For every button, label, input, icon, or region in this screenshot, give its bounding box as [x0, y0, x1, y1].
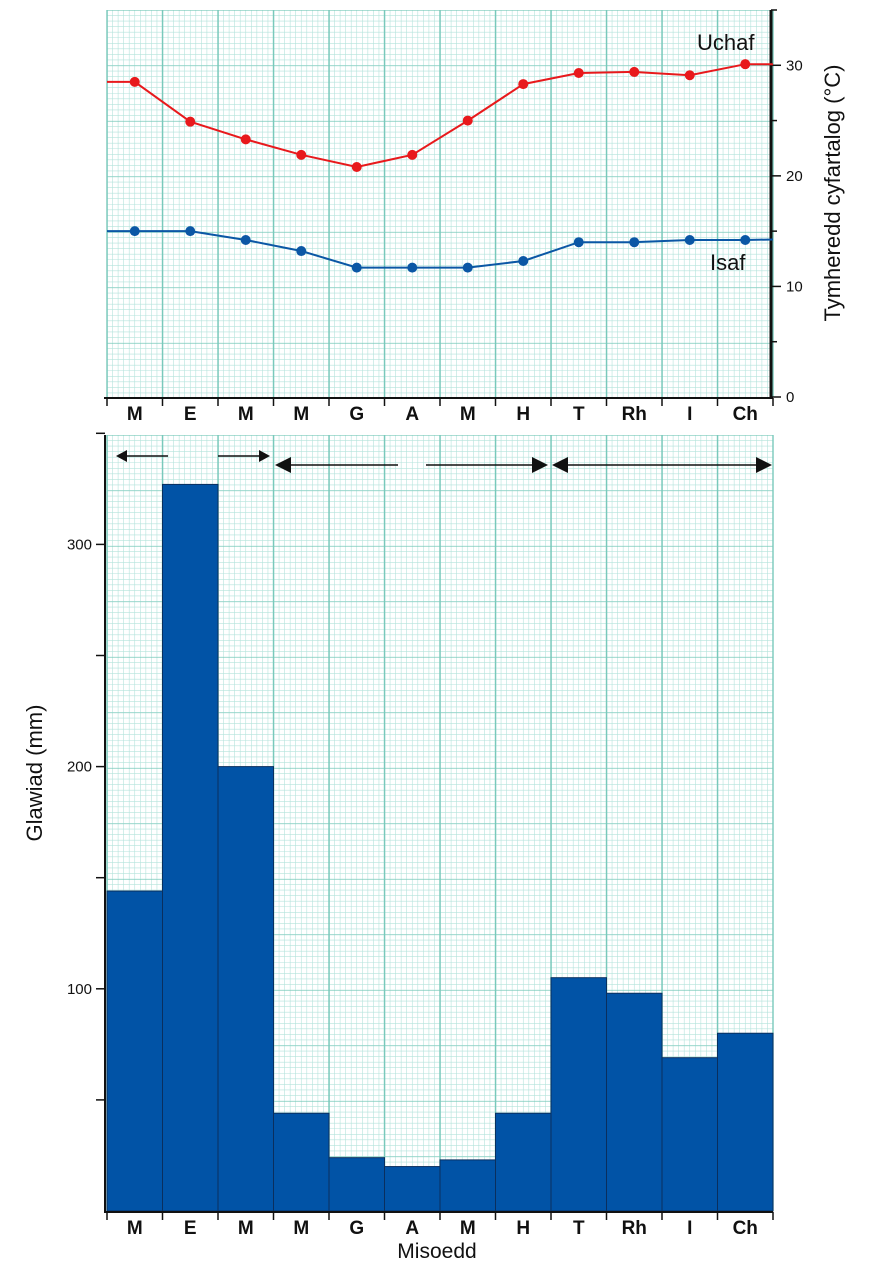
series-min-point: [407, 262, 418, 273]
series-min-point: [740, 234, 751, 245]
rainfall-y-tick-label: 100: [67, 981, 92, 998]
rainfall-bar: [162, 483, 219, 1212]
x-tick-label: M: [293, 1218, 309, 1239]
x-tick-label: M: [460, 1218, 476, 1239]
x-tick-label: A: [405, 1218, 419, 1239]
x-tick-label: Rh: [622, 404, 647, 425]
series-max-point: [240, 134, 251, 145]
series-min-point: [240, 234, 251, 245]
series-min-point: [296, 246, 307, 257]
rainfall-bar: [606, 992, 663, 1212]
x-tick-label: Rh: [622, 1218, 647, 1239]
rainfall-bar: [550, 977, 607, 1212]
x-tick-label: H: [516, 404, 530, 425]
temperature-month-dividers: [106, 10, 774, 397]
x-tick-label: I: [687, 404, 692, 425]
series-max-points: [129, 59, 751, 173]
series-min-label: Isaf: [710, 250, 746, 275]
x-tick-label: E: [184, 404, 197, 425]
series-max-label: Uchaf: [697, 30, 755, 55]
temperature-y-tick-label: 0: [786, 389, 794, 406]
x-tick-label: E: [184, 1218, 197, 1239]
rainfall-bar: [439, 1159, 496, 1212]
rainfall-bar: [328, 1157, 385, 1212]
x-tick-label: M: [238, 404, 254, 425]
temperature-y-tick-label: 20: [786, 168, 803, 185]
temperature-y-ticks: 0 10 20 30: [771, 9, 803, 406]
series-max-line: [107, 63, 773, 169]
series-min-point: [462, 262, 473, 273]
rainfall-bar: [273, 1112, 330, 1212]
series-max-point: [129, 76, 140, 87]
rainfall-y-axis-label: Glawiad (mm): [22, 705, 47, 842]
rainfall-bars: [106, 483, 774, 1212]
x-tick-label: Ch: [733, 404, 758, 425]
series-min-point: [629, 237, 640, 248]
series-max-point: [462, 115, 473, 126]
x-tick-label: T: [573, 404, 585, 425]
series-min-point: [129, 226, 140, 237]
rainfall-y-ticks: 100 200 300: [67, 432, 105, 1101]
series-min: [107, 226, 774, 273]
series-max: [107, 59, 773, 173]
x-tick-label: I: [687, 1218, 692, 1239]
series-max-point: [407, 149, 418, 160]
series-min-point: [185, 226, 196, 237]
rainfall-bar: [495, 1112, 552, 1212]
arrow-head: [259, 450, 270, 462]
series-max-point: [185, 116, 196, 127]
x-tick-label: Ch: [733, 1218, 758, 1239]
arrow-head: [116, 450, 127, 462]
temperature-y-axis-label: Tymheredd cyfartalog (°C): [820, 65, 845, 322]
x-tick-label: M: [293, 404, 309, 425]
x-tick-label: M: [460, 404, 476, 425]
rainfall-bar: [717, 1032, 774, 1212]
rainfall-x-axis: M E M M G A M H T Rh I Ch: [104, 1211, 774, 1239]
arrow-head: [756, 457, 772, 473]
series-max-point: [518, 79, 529, 90]
series-min-point: [684, 234, 695, 245]
x-tick-label: G: [349, 404, 364, 425]
x-tick-label: M: [127, 1218, 143, 1239]
series-min-point: [351, 262, 362, 273]
rainfall-bar: [661, 1057, 718, 1212]
rainfall-bar: [106, 890, 163, 1212]
arrow-head: [552, 457, 568, 473]
series-min-point: [573, 237, 584, 248]
series-max-point: [740, 59, 751, 70]
series-max-point: [684, 70, 695, 81]
series-max-point: [296, 149, 307, 160]
rainfall-x-axis-label: Misoedd: [397, 1240, 476, 1263]
rainfall-y-tick-label: 200: [67, 759, 92, 776]
x-tick-label: T: [573, 1218, 585, 1239]
rainfall-y-tick-label: 300: [67, 536, 92, 553]
series-min-point: [518, 255, 529, 266]
series-max-point: [573, 68, 584, 79]
series-min-points: [129, 226, 751, 273]
x-tick-label: G: [349, 1218, 364, 1239]
rainfall-chart: 100 200 300 Glawiad (mm) M E M M G A M H T Rh I Ch Mi…: [22, 432, 774, 1263]
season-arrows: [116, 450, 772, 473]
series-min-line: [107, 230, 774, 269]
x-tick-label: M: [127, 404, 143, 425]
series-max-point: [629, 66, 640, 77]
x-tick-label: A: [405, 404, 419, 425]
temperature-y-tick-label: 10: [786, 278, 803, 295]
x-tick-label: M: [238, 1218, 254, 1239]
rainfall-bar: [384, 1166, 441, 1212]
temperature-x-axis: M E M M G A M H T Rh I Ch: [104, 397, 774, 425]
arrow-head: [275, 457, 291, 473]
arrow-head: [532, 457, 548, 473]
series-max-point: [351, 162, 362, 173]
temperature-y-tick-label: 30: [786, 57, 803, 74]
x-tick-label: H: [516, 1218, 530, 1239]
rainfall-bar: [217, 766, 274, 1212]
